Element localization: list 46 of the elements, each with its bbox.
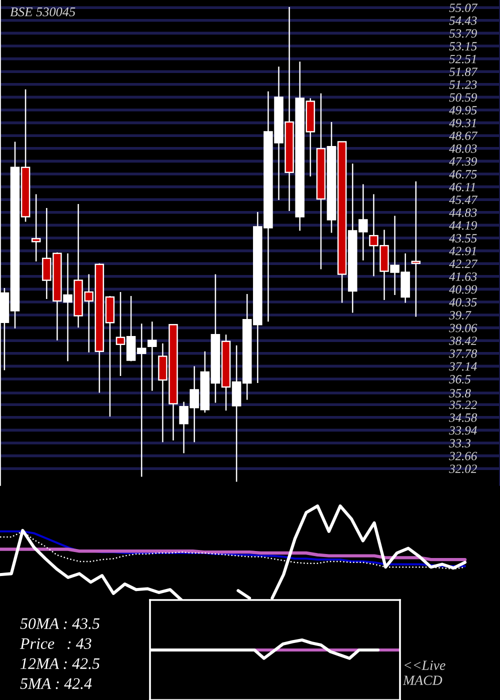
y-tick-label: 51.87 [449,68,478,76]
y-tick-label: 36.5 [449,375,471,384]
y-tick-label: 49.95 [449,106,477,115]
text: 12MA : 42.5 [20,658,100,670]
y-tick-label: 40.99 [449,285,477,294]
y-tick-label: 40.35 [449,298,477,307]
candlestick [411,180,421,318]
y-tick-label: 42.27 [449,260,478,268]
y-tick-label: 35.8 [449,389,471,398]
y-tick-label: 50.59 [449,93,477,102]
y-tick-label: 48.67 [449,132,478,140]
y-tick-label: 44.19 [449,221,477,230]
text: 5MA : 42.4 [20,678,92,690]
y-tick-label: 42.91 [449,246,476,256]
y-tick-label: 54.43 [449,16,477,25]
y-tick-label: 44.83 [449,208,477,217]
text: <<Live MACD [402,660,446,685]
y-tick-label: 51.23 [449,80,477,89]
y-tick-label: 35.22 [449,400,477,410]
y-tick-label: 52.51 [449,54,476,64]
y-tick-label: 53.79 [449,29,477,38]
y-tick-label: 41.63 [449,272,477,281]
text: 50MA : 43.5 [20,618,100,630]
y-tick-label: 47.39 [449,157,477,166]
y-tick-label: 38.42 [449,336,477,346]
y-tick-label: 45.47 [449,196,478,204]
chart-title: BSE 530045 [10,7,76,16]
candlestick [148,320,157,392]
y-tick-label: 39.06 [449,324,478,332]
candlestick [31,194,41,262]
y-tick-label: 43.55 [449,234,477,243]
text: Price : 43 [20,638,92,650]
y-tick-label: 53.15 [449,42,477,51]
y-tick-label: 32.66 [449,452,478,460]
y-tick-label: 46.11 [449,182,475,192]
y-tick-label: 55.07 [449,4,478,12]
y-tick-label: 33.3 [449,439,470,448]
y-tick-label: 48.03 [449,144,477,153]
y-tick-label: 32.02 [449,464,477,474]
y-tick-label: 37.14 [449,362,477,371]
y-tick-label: 46.75 [449,170,477,179]
y-tick-label: 33.94 [449,426,477,435]
y-tick-label: 49.31 [449,118,476,128]
y-tick-label: 34.58 [449,413,478,422]
y-tick-label: 39.7 [449,311,472,320]
y-tick-label: 37.78 [449,349,478,358]
